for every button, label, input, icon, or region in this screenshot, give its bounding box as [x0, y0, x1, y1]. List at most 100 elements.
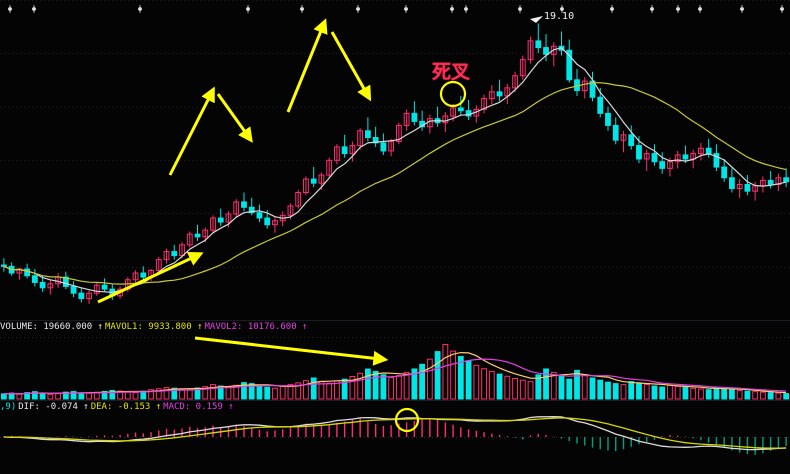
candle[interactable]	[527, 36, 534, 64]
candle[interactable]	[519, 55, 526, 80]
volume-bar[interactable]	[380, 374, 387, 400]
candle[interactable]	[310, 167, 317, 188]
volume-bar[interactable]	[628, 381, 635, 400]
candle[interactable]	[0, 258, 7, 272]
volume-bar[interactable]	[372, 370, 379, 400]
volume-bar[interactable]	[736, 389, 743, 400]
candle[interactable]	[713, 144, 720, 172]
volume-bar[interactable]	[481, 368, 487, 400]
candle[interactable]	[783, 168, 790, 188]
candle[interactable]	[574, 69, 580, 96]
candle[interactable]	[62, 271, 69, 290]
volume-bar[interactable]	[698, 388, 704, 400]
volume-bar[interactable]	[651, 385, 658, 400]
volume-bar[interactable]	[295, 382, 302, 400]
volume-bar[interactable]	[659, 386, 666, 400]
volume-bar[interactable]	[729, 388, 735, 400]
candle[interactable]	[543, 34, 549, 61]
volume-bar[interactable]	[171, 387, 178, 400]
volume-bar[interactable]	[434, 351, 441, 400]
volume-bar[interactable]	[117, 390, 123, 400]
candle[interactable]	[47, 279, 54, 295]
volume-bar[interactable]	[24, 392, 31, 400]
volume-bar[interactable]	[667, 384, 673, 400]
volume-bar[interactable]	[713, 387, 720, 400]
volume-bar[interactable]	[163, 387, 170, 400]
price-candlestick-panel[interactable]: 19.10 死叉	[0, 0, 790, 320]
candle[interactable]	[411, 101, 418, 126]
candle[interactable]	[334, 144, 340, 165]
volume-bar[interactable]	[326, 382, 333, 400]
candle[interactable]	[473, 105, 480, 123]
volume-bar[interactable]	[124, 391, 131, 400]
volume-bar[interactable]	[388, 377, 395, 400]
volume-chart-svg[interactable]	[0, 321, 790, 401]
volume-bar[interactable]	[519, 379, 526, 400]
volume-bar[interactable]	[109, 389, 116, 400]
candle[interactable]	[457, 95, 464, 115]
volume-bar[interactable]	[473, 364, 480, 400]
candle[interactable]	[698, 142, 704, 161]
volume-bar[interactable]	[543, 368, 549, 400]
candle[interactable]	[558, 31, 565, 56]
candle[interactable]	[140, 266, 147, 280]
candle[interactable]	[256, 204, 263, 223]
volume-bar[interactable]	[86, 392, 92, 400]
candle[interactable]	[186, 231, 193, 248]
candle[interactable]	[504, 83, 511, 104]
volume-bar[interactable]	[504, 375, 511, 400]
volume-bar[interactable]	[210, 384, 216, 400]
candle[interactable]	[403, 109, 410, 131]
price-chart-svg[interactable]	[0, 0, 790, 320]
candle[interactable]	[721, 158, 728, 182]
volume-bar[interactable]	[721, 387, 728, 400]
volume-bar[interactable]	[395, 375, 402, 400]
volume-bar[interactable]	[527, 381, 534, 400]
candle[interactable]	[194, 224, 201, 241]
candle[interactable]	[101, 278, 108, 292]
candle[interactable]	[729, 168, 735, 193]
candle[interactable]	[380, 133, 387, 155]
candle[interactable]	[465, 99, 472, 121]
volume-bar[interactable]	[248, 383, 255, 400]
candle[interactable]	[605, 106, 611, 131]
candle[interactable]	[70, 281, 77, 298]
candle[interactable]	[659, 152, 666, 174]
candle[interactable]	[651, 144, 658, 166]
candle[interactable]	[372, 126, 379, 147]
volume-bar[interactable]	[310, 377, 317, 400]
candle[interactable]	[163, 248, 170, 264]
volume-bar[interactable]	[217, 385, 224, 400]
volume-panel[interactable]	[0, 320, 790, 401]
volume-bar[interactable]	[581, 374, 588, 400]
candle[interactable]	[736, 179, 743, 198]
volume-bar[interactable]	[303, 380, 309, 400]
volume-bar[interactable]	[643, 384, 650, 400]
volume-bar[interactable]	[550, 371, 557, 400]
candle[interactable]	[86, 290, 92, 304]
candle[interactable]	[241, 192, 247, 212]
volume-bar[interactable]	[341, 378, 348, 400]
candle[interactable]	[550, 42, 557, 67]
volume-bar[interactable]	[566, 378, 573, 400]
volume-bar[interactable]	[0, 393, 7, 400]
candle[interactable]	[357, 128, 364, 150]
candle[interactable]	[419, 110, 426, 131]
volume-bar[interactable]	[558, 375, 565, 400]
volume-bar[interactable]	[101, 390, 108, 400]
volume-bar[interactable]	[403, 371, 410, 400]
volume-bar[interactable]	[426, 358, 433, 400]
volume-bar[interactable]	[256, 385, 263, 400]
volume-bar[interactable]	[55, 393, 61, 400]
volume-bar[interactable]	[62, 391, 69, 400]
candle[interactable]	[349, 141, 356, 162]
candle[interactable]	[388, 138, 395, 157]
candle[interactable]	[155, 256, 162, 274]
volume-bar[interactable]	[775, 392, 782, 400]
candle[interactable]	[620, 130, 627, 153]
volume-bar[interactable]	[179, 389, 185, 400]
macd-panel[interactable]	[0, 400, 790, 474]
volume-bar[interactable]	[488, 370, 495, 400]
volume-bar[interactable]	[132, 392, 139, 400]
candle[interactable]	[210, 215, 216, 233]
